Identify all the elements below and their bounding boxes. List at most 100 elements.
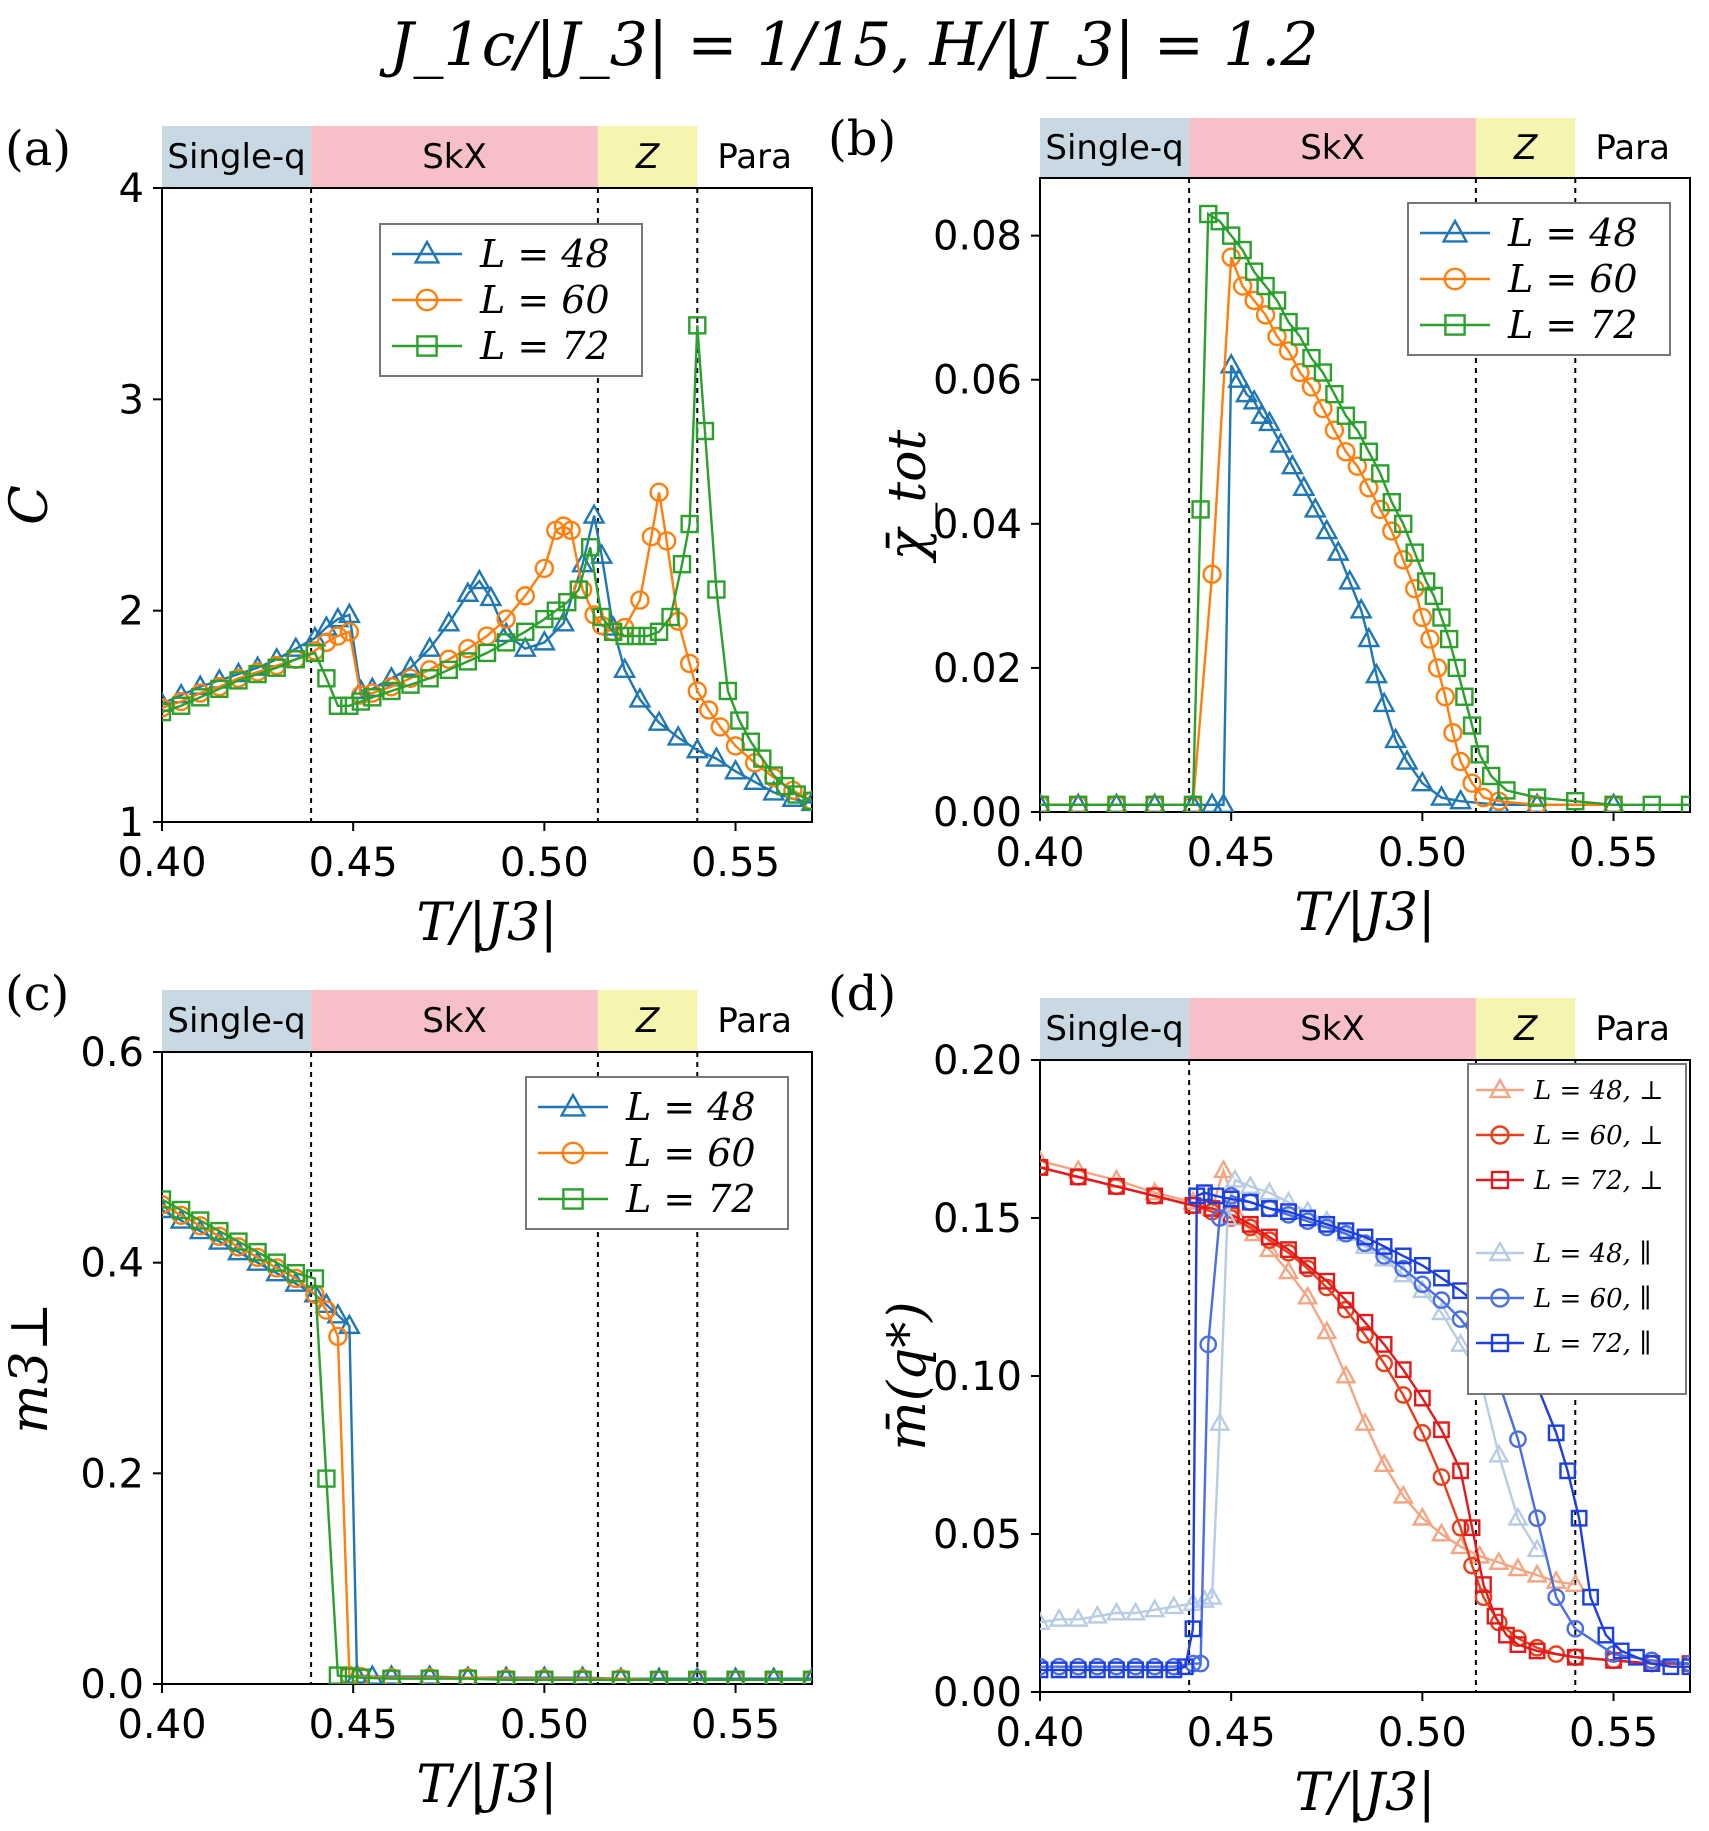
data-point [162,1190,172,1209]
data-point [1394,1259,1413,1278]
data-point [1290,362,1310,383]
data-point [1221,226,1241,245]
series-line-3 [162,1198,812,1682]
data-point [1269,432,1293,453]
data-point [1450,751,1471,772]
data-point [1394,1361,1412,1379]
x-tick-label: 0.55 [1569,830,1658,876]
data-point [379,665,403,687]
data-point [535,1670,554,1684]
y-tick-label: 3 [119,377,144,423]
data-point [1430,1522,1453,1542]
data-point [401,675,420,694]
data-point [1564,1573,1586,1593]
panel-label-b: (b) [828,111,896,167]
data-point [1196,1184,1213,1202]
data-point [1184,1196,1202,1214]
data-point [603,622,623,641]
data-point [1277,1190,1300,1210]
data-point [695,421,715,441]
phase-band-skx [311,990,598,1052]
data-point [305,643,325,663]
data-point [753,749,772,768]
data-point [630,590,650,610]
data-point [1313,398,1333,419]
y-tick-label: 0.02 [933,646,1022,692]
data-point [1642,795,1661,812]
phase-band-z [597,126,698,188]
data-point [284,636,308,657]
legend-entry-1: L = 48 [625,1085,756,1129]
panel-label-a: (a) [5,121,71,177]
y-tick-label: 0.10 [933,1354,1022,1400]
data-point [1069,1661,1087,1679]
y-tick-label: 0.04 [933,502,1022,548]
data-point [458,639,478,659]
data-point [688,316,707,335]
data-point [1375,1238,1393,1255]
data-point [496,1670,516,1684]
data-point [398,655,423,676]
data-point [339,622,360,642]
data-point [1449,1332,1472,1352]
data-point [328,1666,348,1684]
phase-band-z [1475,118,1576,178]
data-point [1411,1506,1433,1526]
x-tick-label: 0.45 [309,1702,398,1748]
data-point [458,652,478,671]
phase-label-para: Para [1595,1009,1670,1049]
data-point [380,1664,403,1684]
data-point [1449,788,1473,810]
data-point [305,1269,325,1288]
legend-marker [1488,1077,1512,1099]
data-point [1280,453,1304,475]
data-point [1507,1506,1529,1526]
y-tick-label: 0.4 [80,1241,144,1287]
data-point [1474,1588,1493,1607]
data-point [439,660,458,680]
data-point [1127,1661,1144,1679]
data-point [317,1469,336,1488]
x-tick-label: 0.55 [691,1702,780,1748]
data-point [649,482,669,503]
data-point [1165,1661,1183,1679]
data-point [1413,1389,1431,1407]
data-point [1509,1430,1527,1449]
data-point [1145,795,1164,812]
data-point [248,664,267,684]
data-point [1297,1285,1319,1305]
data-point [340,696,359,715]
legend-marker [1490,1170,1510,1190]
data-point [171,696,191,715]
series-line-2 [162,492,812,802]
data-point [741,732,761,751]
data-point [1050,1661,1068,1679]
data-point [351,692,371,711]
data-point [1108,1177,1125,1195]
legend-marker [413,239,441,264]
data-point [171,1200,191,1220]
data-point [1316,1320,1338,1340]
data-point [1191,500,1210,519]
data-point [1318,1272,1336,1290]
data-point [1290,327,1310,346]
data-point [1258,1238,1281,1258]
data-point [477,643,497,663]
data-point [1086,1604,1108,1624]
data-point [1432,1468,1451,1486]
data-point [1375,1335,1393,1353]
data-point [802,1666,812,1684]
data-point [1604,795,1623,812]
data-point [1582,1588,1599,1606]
data-point [657,531,677,551]
data-point [1487,792,1510,812]
data-point [762,779,786,801]
data-point [328,626,348,646]
data-point [1433,1269,1450,1287]
data-point [1475,1576,1492,1593]
data-point [1439,629,1459,649]
data-point [316,632,337,653]
data-point [210,1221,229,1241]
data-point [1566,1619,1585,1638]
data-point [626,626,646,646]
